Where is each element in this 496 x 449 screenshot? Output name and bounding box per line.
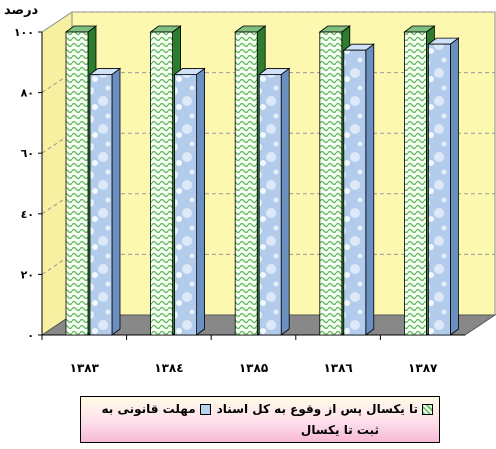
x-tick-label: ۱۳۸٦: [323, 361, 352, 375]
bar-side: [196, 67, 206, 336]
y-axis-title: درصد: [4, 3, 39, 18]
bar: [234, 31, 258, 336]
legend-label-series-1: تا یکسال پس از وقوع به کل اسناد: [216, 402, 418, 416]
y-tick-label: ۰: [27, 329, 34, 342]
bar: [258, 74, 282, 336]
legend-label-series-2-line-2: ثبت تا یکسال: [300, 423, 379, 437]
y-tick-label: ٦۰: [21, 147, 34, 160]
bar: [150, 31, 174, 336]
x-tick-label: ۱۳۸٤: [154, 361, 183, 375]
legend-item-series-1: تا یکسال پس از وقوع به کل اسناد: [217, 402, 433, 416]
bar: [427, 43, 451, 336]
bar-side: [280, 67, 290, 336]
x-tick-label: ۱۳۸۷: [408, 361, 438, 375]
y-tick-label: ۱۰۰: [14, 26, 34, 39]
bar-side: [111, 67, 121, 336]
legend-label-series-2-line-1: مهلت قانونی به: [101, 402, 196, 416]
legend-item-series-2: مهلت قانونی به: [102, 402, 211, 416]
legend-swatch-green: [422, 403, 433, 415]
y-tick-label: ٤۰: [21, 208, 34, 221]
bar-side: [365, 43, 375, 336]
legend-swatch-blue: [199, 403, 211, 415]
bar: [174, 74, 198, 336]
bar: [343, 49, 367, 336]
bar: [89, 74, 113, 336]
x-tick-label: ۱۳۸۳: [70, 361, 100, 375]
bar-side: [449, 37, 459, 336]
y-tick-label: ۲۰: [21, 268, 34, 281]
y-tick-label: ۸۰: [21, 87, 34, 100]
bar: [319, 31, 343, 336]
x-tick-label: ۱۳۸۵: [239, 361, 268, 375]
bar: [65, 31, 89, 336]
gridline-side: [41, 11, 73, 33]
bar: [403, 31, 427, 336]
chart-legend: تا یکسال پس از وقوع به کل اسناد مهلت قان…: [80, 396, 440, 443]
